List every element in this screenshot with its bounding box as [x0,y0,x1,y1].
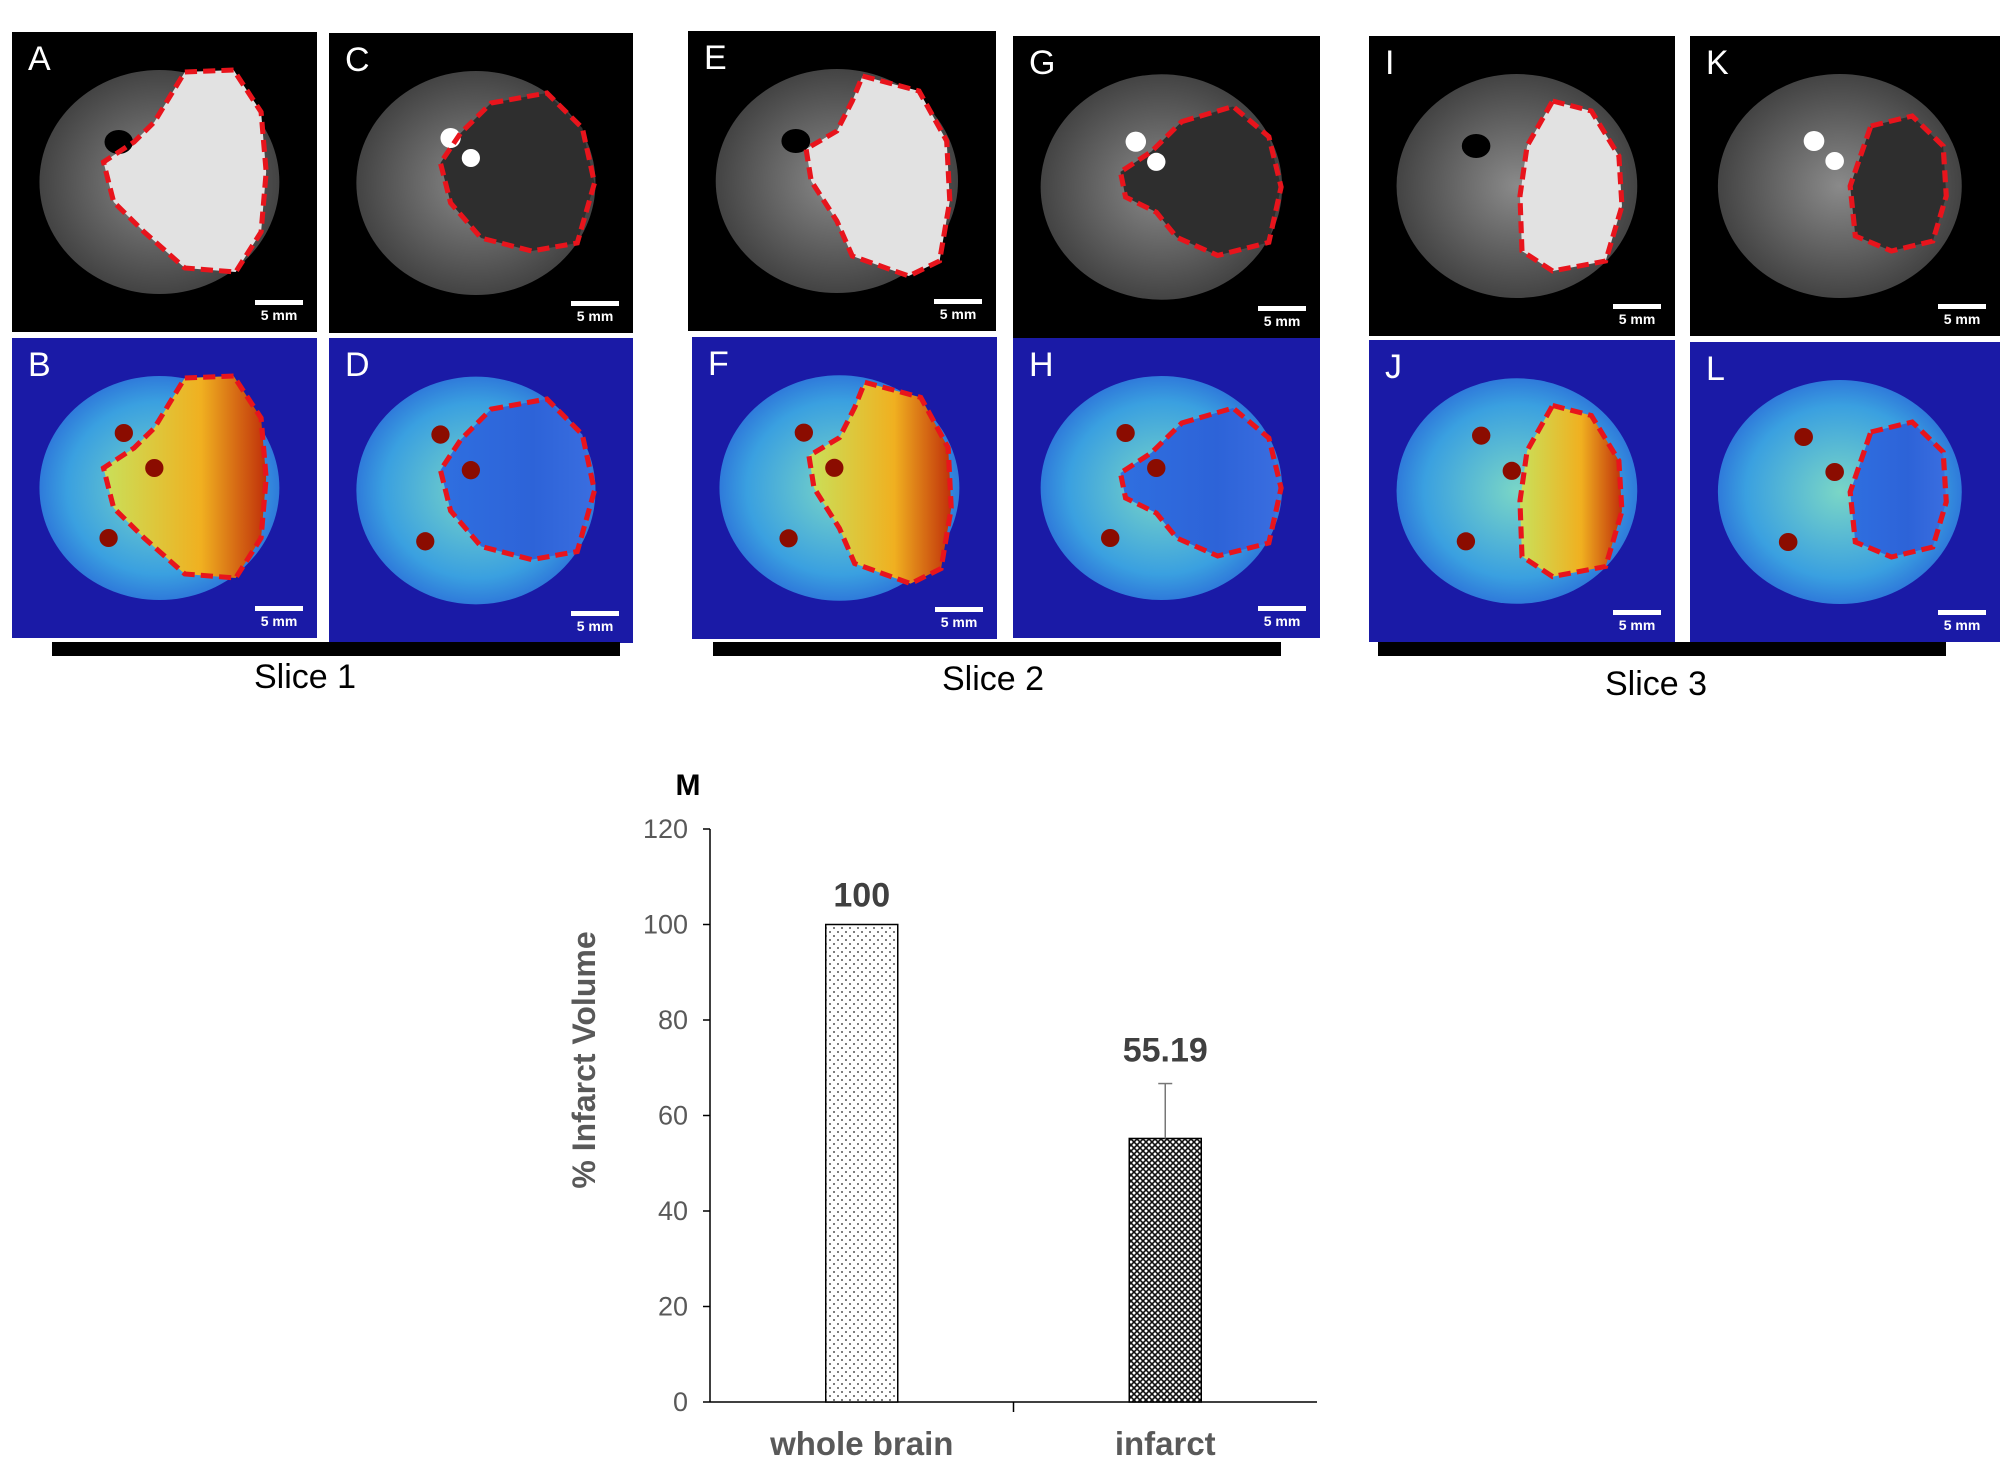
panel-e-label: E [704,39,727,77]
scale-bar: 5 mm [935,607,983,629]
scale-bar: 5 mm [1258,306,1306,328]
panel-b-label: B [28,346,51,384]
panel-g-image [1040,74,1284,300]
panel-i: I 5 mm [1369,36,1675,336]
bar-infarct [1128,1137,1202,1403]
panel-f-image [719,375,960,601]
scale-bar-label: 5 mm [940,614,978,630]
panel-h-image [1040,376,1284,600]
scale-bar-label: 5 mm [260,613,298,629]
panel-f: F 5 mm [692,337,997,639]
scale-bar: 5 mm [934,299,982,321]
scale-bar-label: 5 mm [260,307,298,323]
x-tick-label: infarct [1115,1425,1216,1462]
y-tick-label: 20 [658,1292,688,1322]
chart-bars: 100 55.19 [825,877,1208,1403]
panel-d-label: D [345,346,370,384]
scale-bar: 5 mm [1938,304,1986,326]
panel-b: B 5 mm [12,338,317,638]
value-label: 55.19 [1123,1032,1208,1070]
slice-2-bar [713,642,1281,656]
slice-1-label: Slice 1 [253,658,357,696]
scale-bar-label: 5 mm [1943,311,1981,327]
panel-a-image [39,67,280,294]
panel-k: K 5 mm [1690,36,2000,336]
scale-bar: 5 mm [571,611,619,633]
panel-k-label: K [1706,44,1729,82]
scale-bar: 5 mm [255,300,303,322]
panel-a-label: A [28,40,51,78]
slice-3-bar [1378,642,1946,656]
panel-l: L 5 mm [1690,342,2000,642]
scale-bar-label: 5 mm [1263,313,1301,329]
y-tick-label: 100 [643,910,688,940]
scale-bar: 5 mm [1258,606,1306,628]
scale-bar-label: 5 mm [1618,617,1656,633]
x-tick-label: whole brain [769,1425,953,1462]
scale-bar: 5 mm [1613,304,1661,326]
panel-a: A 5 mm [12,32,317,332]
panel-f-label: F [708,345,729,383]
bar-whole-brain [825,923,899,1403]
scale-bar: 5 mm [255,606,303,628]
scale-bar: 5 mm [1938,610,1986,632]
slice-3-label: Slice 3 [1604,665,1708,703]
scale-bar-label: 5 mm [939,306,977,322]
panel-e-image [715,69,959,293]
scale-bar-label: 5 mm [576,618,614,634]
y-tick-label: 120 [643,814,688,844]
panel-d-image [356,376,598,605]
panel-h-label: H [1029,346,1054,384]
panel-h: H 5 mm [1013,338,1320,638]
chart-axes: 0 20 40 60 80 100 120 whole brain infarct [643,814,1317,1462]
panel-c: C 5 mm [329,33,633,333]
panel-l-label: L [1706,350,1725,388]
panel-d: D 5 mm [329,338,633,643]
panel-k-image [1717,74,1962,298]
panel-g: G 5 mm [1013,36,1320,338]
panel-j: J 5 mm [1369,340,1675,642]
panel-i-image [1396,74,1638,298]
scale-bar-label: 5 mm [1263,613,1301,629]
slice-1-bar [52,642,620,656]
panel-i-label: I [1385,44,1395,82]
panel-l-image [1717,380,1962,604]
scale-bar-label: 5 mm [576,308,614,324]
infarct-volume-chart: M % Infarct Volume 0 20 40 60 80 100 120 whole … [566,770,1317,1462]
scale-bar: 5 mm [571,301,619,323]
y-tick-label: 0 [673,1387,688,1417]
panel-e: E 5 mm [688,31,996,331]
scale-bar-label: 5 mm [1943,617,1981,633]
y-tick-label: 60 [658,1101,688,1131]
panel-c-label: C [345,41,370,79]
y-axis-label: % Infarct Volume [566,931,602,1188]
panel-j-image [1396,378,1638,604]
scale-bar-label: 5 mm [1618,311,1656,327]
chart-panel-label: M [676,770,701,802]
y-tick-label: 40 [658,1196,688,1226]
y-tick-label: 80 [658,1005,688,1035]
slice-2-label: Slice 2 [941,660,1045,698]
panel-b-image [39,373,280,600]
panel-j-label: J [1385,348,1402,386]
value-label: 100 [833,877,890,915]
panel-c-image [356,71,598,295]
panel-g-label: G [1029,44,1056,82]
scale-bar: 5 mm [1613,610,1661,632]
